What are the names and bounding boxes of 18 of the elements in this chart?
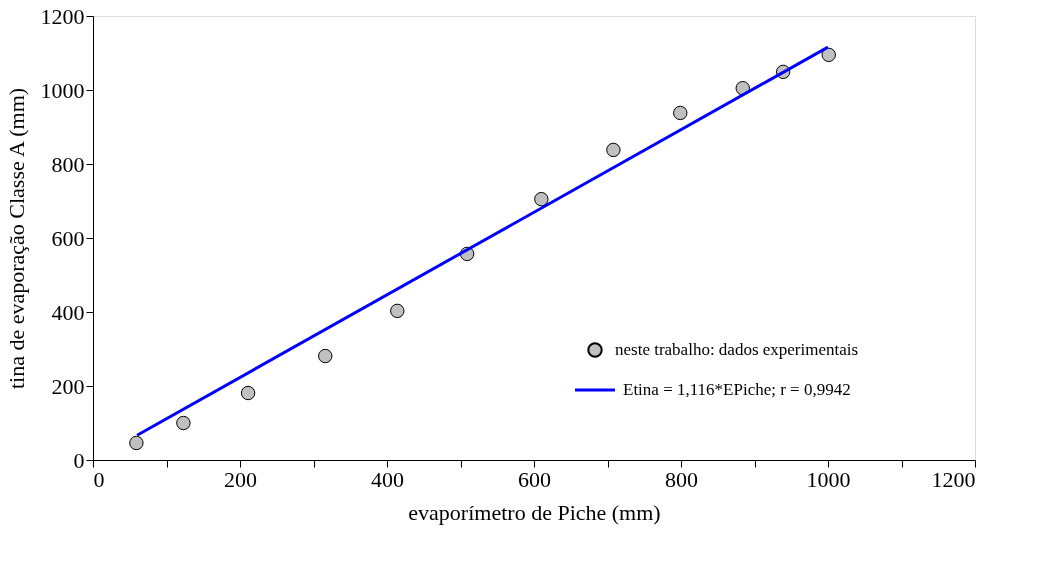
legend-label: neste trabalho: dados experimentais: [615, 340, 859, 359]
x-tick-label: 1200: [931, 466, 976, 492]
y-tick-label: 800: [51, 151, 85, 177]
x-axis-title: evaporímetro de Piche (mm): [408, 499, 661, 525]
x-tick-label: 200: [224, 466, 257, 492]
y-tick-label: 0: [73, 447, 85, 473]
x-tick-label: 0: [93, 466, 105, 492]
y-axis-title: tina de evaporação Classe A (mm): [3, 87, 29, 390]
y-tick-label: 200: [51, 373, 85, 399]
y-tick-label: 600: [51, 225, 85, 251]
x-tick-label: 800: [665, 466, 698, 492]
legend-label: Etina = 1,116*EPiche; r = 0,9942: [623, 380, 851, 399]
x-tick-label: 600: [518, 466, 551, 492]
x-tick-label: 400: [371, 466, 404, 492]
x-tick-label: 1000: [806, 466, 851, 492]
y-tick-label: 1000: [40, 77, 85, 103]
y-tick-label: 1200: [40, 3, 85, 29]
y-tick-label: 400: [51, 299, 85, 325]
